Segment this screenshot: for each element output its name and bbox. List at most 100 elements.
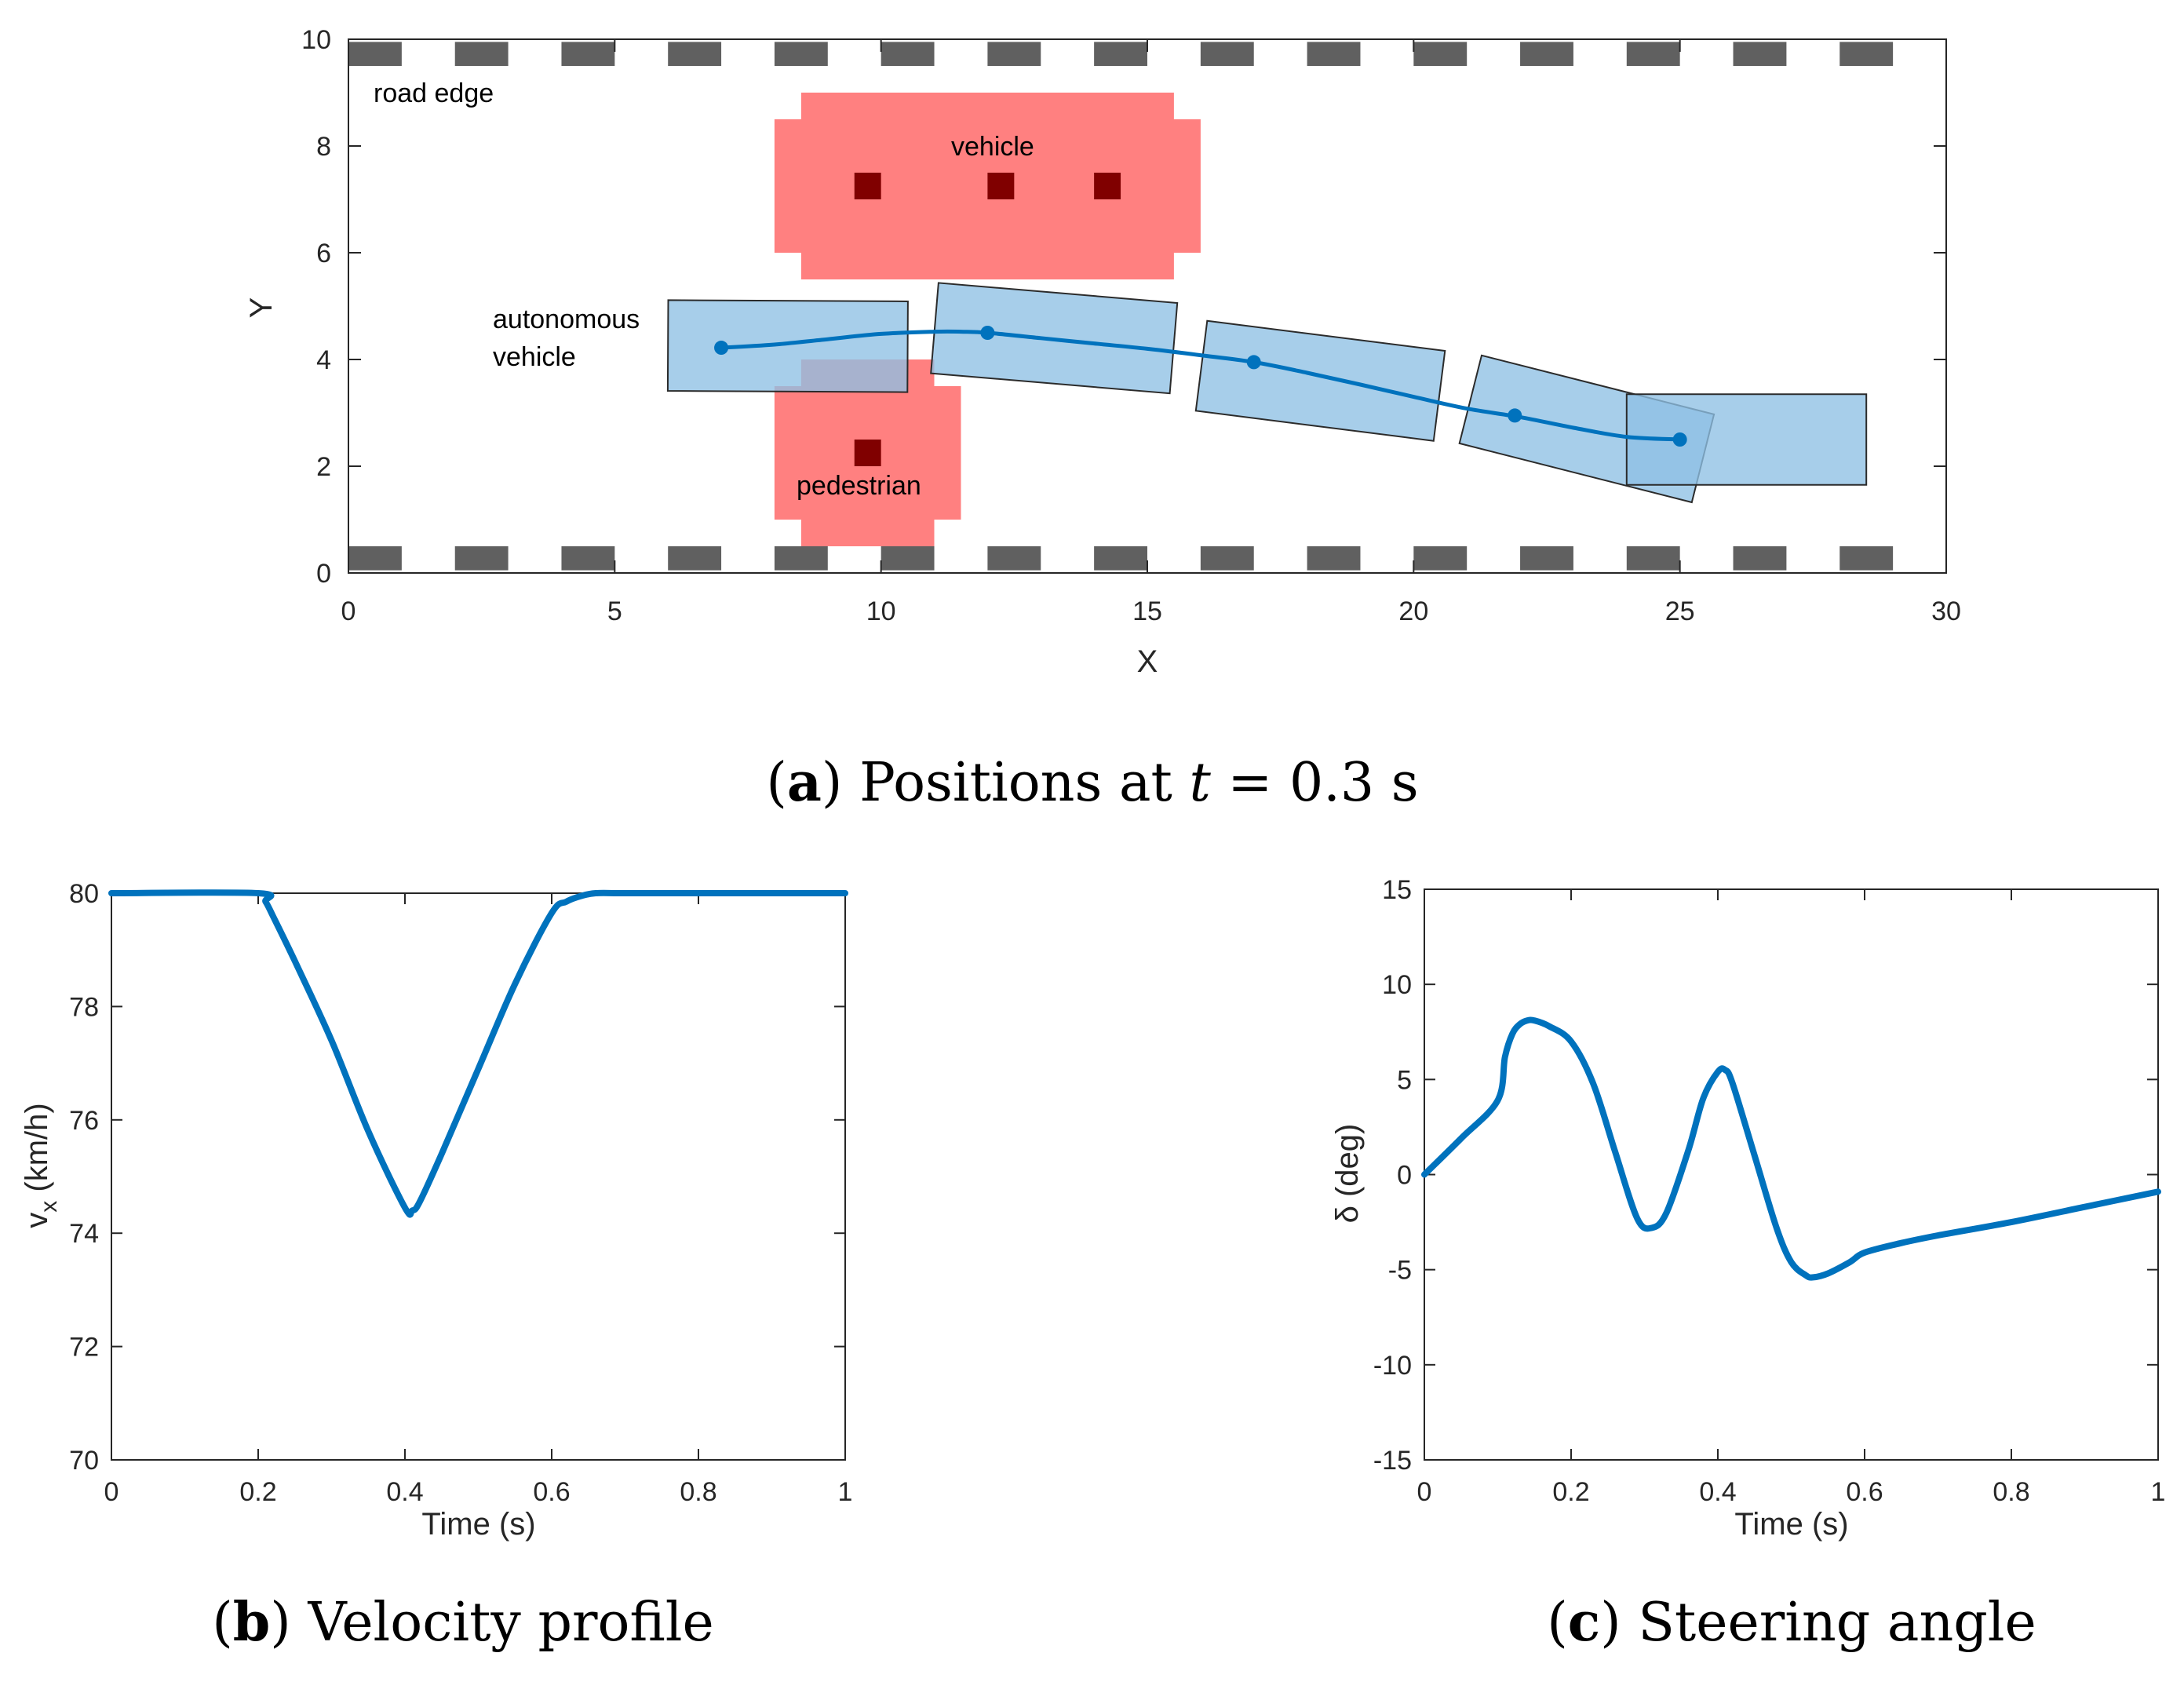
panel-c-steering-chart: 0 0.2 0.4 0.6 0.8 1 -15 -10 -5 0 5 10 15 Time (s) δ … (1330, 875, 2165, 1654)
panel-c-xtick-label: 0.8 (1993, 1477, 2029, 1507)
panel-c-ticks: 0 0.2 0.4 0.6 0.8 1 -15 -10 -5 0 5 10 15 (1373, 875, 2166, 1507)
obstacles (774, 93, 1201, 546)
annotation-autonomous-vehicle: vehicle (493, 342, 576, 372)
panel-a-ytick-label: 0 (316, 559, 331, 589)
panel-a-ytick-label: 6 (316, 239, 331, 268)
panel-b-xtick-label: 0.4 (386, 1477, 423, 1507)
panel-a-ticks: 0 5 10 15 20 25 30 0 2 4 6 8 10 (301, 25, 1961, 626)
panel-c-xtick-label: 0.6 (1846, 1477, 1883, 1507)
road-edge-segment (348, 546, 402, 571)
trajectory-waypoint (1508, 408, 1522, 423)
ego-footprint-3 (1194, 319, 1446, 442)
obstacle-vehicle-marker (854, 173, 881, 199)
panel-c-xtick-label: 0.4 (1699, 1477, 1736, 1507)
panel-b-xtick-label: 0.2 (239, 1477, 276, 1507)
panel-b-ytick-label: 74 (69, 1219, 99, 1249)
panel-c-ytick-label: -15 (1373, 1446, 1412, 1476)
annotation-pedestrian: pedestrian (797, 471, 921, 501)
annotation-vehicle: vehicle (951, 132, 1034, 162)
panel-b-ytick-label: 78 (69, 992, 99, 1022)
trajectory (714, 326, 1687, 447)
road-edge-segment (1626, 546, 1680, 571)
trajectory-waypoint (1246, 355, 1261, 370)
panel-c-ytick-label: -10 (1373, 1351, 1412, 1381)
panel-c-ytick-label: -5 (1388, 1256, 1412, 1286)
panel-b-axes-frame (111, 892, 846, 1461)
ego-footprint-5 (1625, 393, 1868, 486)
panel-c-xlabel: Time (s) (1734, 1507, 1848, 1542)
caption-a-var: t (1189, 752, 1211, 814)
road-edge-segment (1839, 42, 1894, 66)
panel-b-velocity-chart: 0 0.2 0.4 0.6 0.8 1 70 72 74 76 78 80 Time (s) vx (… (20, 879, 852, 1654)
panel-a-ytick-label: 4 (316, 345, 331, 375)
panel-a-ytick-label: 8 (316, 132, 331, 162)
panel-c-ytick-label: 15 (1382, 875, 1412, 905)
caption-a-letter: a (787, 751, 822, 814)
caption-a-text: Positions at (859, 752, 1189, 814)
trajectory-waypoint (714, 341, 729, 356)
panel-c-xtick-label: 0 (1417, 1477, 1432, 1507)
caption-c-letter: c (1568, 1591, 1600, 1654)
panel-c-ytick-label: 10 (1382, 970, 1412, 1000)
road-edge-segment (774, 42, 828, 66)
panel-c-xtick-label: 1 (2151, 1477, 2166, 1507)
annotation-autonomous: autonomous (493, 305, 640, 334)
road-edge-segment (987, 546, 1041, 571)
panel-a-positions-chart: 0 5 10 15 20 25 30 0 2 4 6 8 10 road edge vehicle pe… (244, 25, 1961, 814)
road-edge-segment (1413, 546, 1468, 571)
road-edge-segment (454, 546, 509, 571)
road-edge-segment (668, 546, 722, 571)
panel-a-xtick-label: 25 (1665, 597, 1695, 626)
panel-b-ytick-label: 72 (69, 1333, 99, 1363)
ego-footprint-1 (666, 299, 909, 393)
panel-a-xtick-label: 20 (1398, 597, 1428, 626)
road-edge-segment (1094, 42, 1147, 66)
panel-c-ytick-label: 0 (1397, 1161, 1412, 1191)
caption-a: (a) Positions at t = 0.3 s (766, 751, 1418, 814)
panel-a-ytick-label: 2 (316, 452, 331, 482)
caption-c: (c) Steering angle (1547, 1591, 2036, 1654)
velocity-series-line (108, 889, 848, 1218)
trajectory-waypoint (980, 326, 995, 340)
road-edge-segment (1307, 42, 1361, 66)
obstacle-vehicle-marker (987, 173, 1015, 199)
panel-b-xtick-label: 1 (838, 1477, 853, 1507)
trajectory-waypoint (1672, 432, 1687, 447)
road-edge-segment (1733, 42, 1787, 66)
road-edge-segment (1520, 42, 1573, 66)
panel-a-xtick-label: 10 (866, 597, 896, 626)
panel-b-xtick-label: 0.8 (680, 1477, 716, 1507)
caption-a-rest: = 0.3 s (1211, 752, 1419, 814)
road-edge-segment (1520, 546, 1573, 571)
obstacle-pedestrian-marker (854, 440, 881, 466)
road-edge-segment (1200, 546, 1254, 571)
caption-c-text: Steering angle (1638, 1592, 2036, 1654)
panel-a-xtick-label: 15 (1132, 597, 1162, 626)
road-edges (348, 42, 1894, 571)
road-edge-segment (1307, 546, 1361, 571)
caption-b-text: Velocity profile (307, 1592, 713, 1654)
road-edge-segment (881, 42, 935, 66)
panel-b-ylabel-sub: x (36, 1201, 62, 1213)
road-edge-segment (1733, 546, 1787, 571)
road-edge-segment (1413, 42, 1468, 66)
panel-b-xtick-label: 0.6 (533, 1477, 570, 1507)
caption-b: (b) Velocity profile (212, 1591, 714, 1654)
road-edge-segment (1094, 546, 1147, 571)
road-edge-segment (1626, 42, 1680, 66)
caption-b-letter: b (233, 1591, 271, 1654)
road-edge-segment (561, 546, 615, 571)
panel-b-ytick-label: 76 (69, 1106, 99, 1136)
road-edge-segment (1839, 546, 1894, 571)
panel-b-xtick-label: 0 (104, 1477, 119, 1507)
panel-a-ylabel: Y (244, 297, 279, 319)
panel-a-xtick-label: 0 (341, 597, 356, 626)
panel-c-axes-frame (1424, 888, 2159, 1461)
panel-b-ylabel-unit: (km/h) (20, 1103, 54, 1200)
steering-series-line (1421, 1016, 2161, 1281)
road-edge-segment (881, 546, 935, 571)
panel-b-ticks: 0 0.2 0.4 0.6 0.8 1 70 72 74 76 78 80 (69, 879, 852, 1507)
panel-a-xtick-label: 5 (607, 597, 622, 626)
panel-c-ylabel: δ (deg) (1330, 1124, 1365, 1224)
panel-b-ylabel: vx (km/h) (20, 1103, 62, 1228)
